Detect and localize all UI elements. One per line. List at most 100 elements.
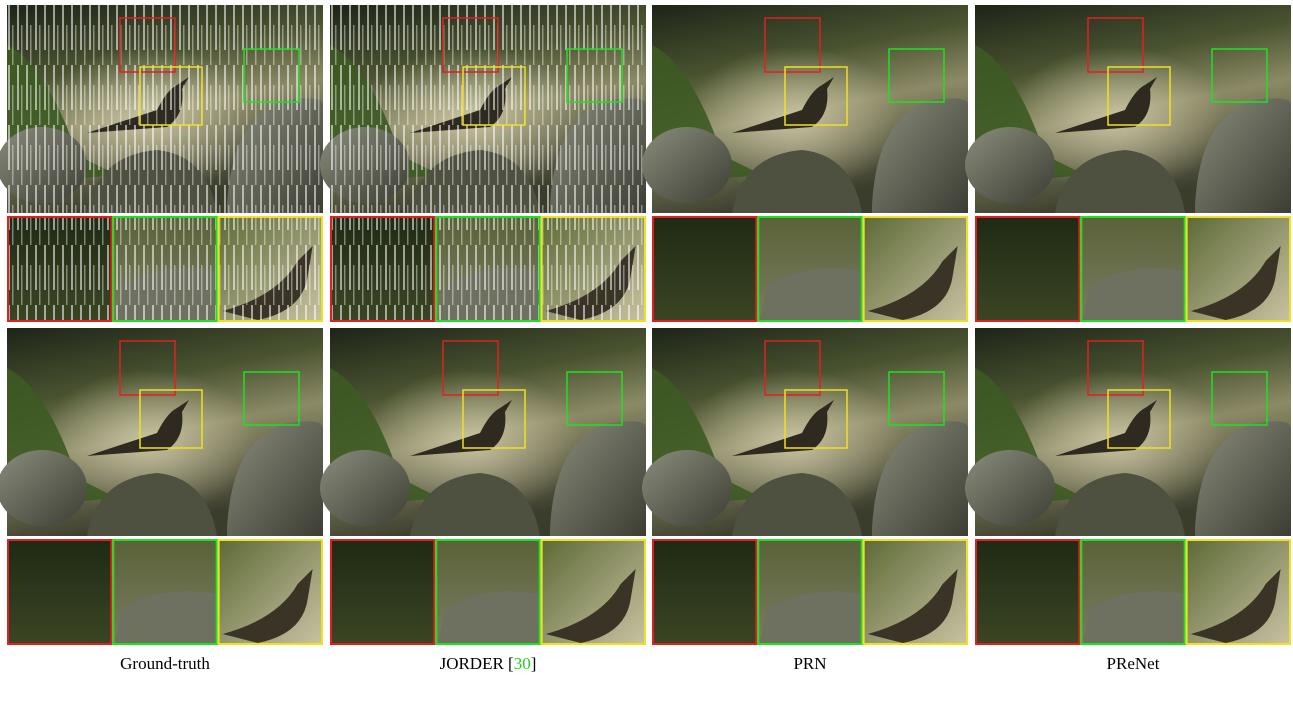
rock [732,473,862,536]
rain [218,217,322,321]
rain [330,5,646,213]
crop-border [7,216,113,322]
box-green [243,371,300,426]
rock [0,450,87,526]
citation: 30 [514,654,531,673]
crop-border [217,539,324,645]
rock [642,450,732,526]
rain [436,217,540,321]
crop-border [7,539,113,645]
box-green [1211,371,1268,426]
bird [732,77,834,133]
caption-text: JORDER [ [440,654,514,673]
box-green [243,48,300,103]
crop-border [975,216,1081,322]
crop-rock [1082,591,1184,643]
box-green [1211,48,1268,103]
crop-border [862,539,969,645]
crop-rock [759,591,861,643]
crop-rock [759,268,861,320]
crop-rock [114,591,216,643]
crop [8,540,112,644]
crop-border [862,216,969,322]
panel: JORDER [30] [320,328,647,673]
crop-border [330,539,436,645]
box-yellow [1107,389,1171,449]
crop-border [1185,216,1292,322]
rock [1195,98,1291,213]
rock [732,150,862,213]
rock [227,421,323,536]
box-yellow [784,389,848,449]
crop-bird [1190,246,1281,320]
crop [331,540,435,644]
caption-text: PReNet [1107,654,1160,673]
bird [1055,400,1157,456]
crop-bird [867,246,958,320]
box-red [1087,340,1144,396]
crop-border [757,539,863,645]
box-green [888,48,945,103]
crop-bird [867,569,958,643]
bird [1055,77,1157,133]
image [0,5,323,213]
caption-text: PRN [793,654,826,673]
crop-border [540,539,647,645]
crop-bird [1190,569,1281,643]
image [642,328,968,536]
box-red [119,340,176,396]
caption: PRN [793,654,826,673]
crop-border [1185,539,1292,645]
crop-border [112,539,218,645]
crop-border [330,216,436,322]
image [320,328,646,536]
panel: DDN [6] [642,5,969,350]
box-yellow [1107,66,1171,126]
rock [1055,473,1185,536]
panel: PReNet [965,328,1292,673]
panel: GMM [21] [320,5,647,350]
rain [113,217,217,321]
rain [7,5,323,213]
caption: Ground-truth [120,654,210,673]
caption: JORDER [30] [440,654,537,673]
box-yellow [784,66,848,126]
rock [1055,150,1185,213]
box-yellow [462,66,526,126]
rock [965,450,1055,526]
box-green [566,371,623,426]
bird [732,400,834,456]
rock [872,98,968,213]
box-red [764,17,821,73]
crop-border [112,216,218,322]
rock [642,127,732,203]
crop-bird [222,569,313,643]
image [642,5,968,213]
crop-border [757,216,863,322]
panel: Ground-truth [0,328,324,673]
box-yellow [139,389,203,449]
crop-border [435,539,541,645]
bird [410,400,512,456]
rain [541,217,645,321]
bird [87,400,189,456]
crop-rock [1082,268,1184,320]
crop-border [217,216,324,322]
box-yellow [462,389,526,449]
rock [410,473,540,536]
box-red [442,17,499,73]
rain [8,217,112,321]
caption-text: ] [531,654,537,673]
rain [331,217,435,321]
caption-text: Ground-truth [120,654,210,673]
caption: PReNet [1107,654,1160,673]
rock [320,450,410,526]
box-green [566,48,623,103]
rock [550,421,646,536]
rock [1195,421,1291,536]
crop-bird [545,569,636,643]
rock [965,127,1055,203]
box-red [442,340,499,396]
panel: PRN [642,328,969,673]
crop-rock [437,591,539,643]
